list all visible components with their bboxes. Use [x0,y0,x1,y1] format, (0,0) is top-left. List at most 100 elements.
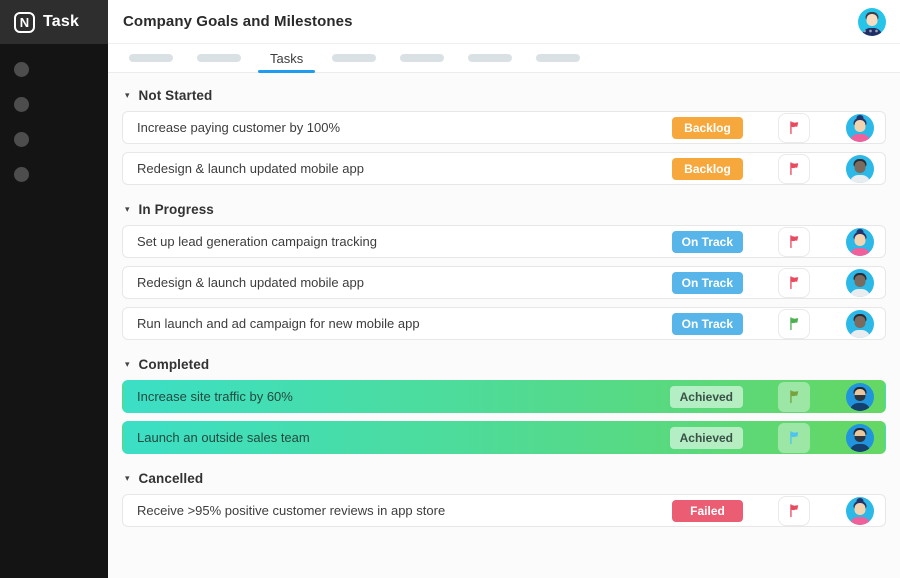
task-row[interactable]: Receive >95% positive customer reviews i… [122,494,886,527]
app-logo[interactable]: N Task [0,0,108,44]
section-title: Not Started [138,88,213,103]
tab-tasks[interactable]: Tasks [258,44,316,73]
avatar-body [849,329,871,338]
flag-button[interactable] [778,226,810,257]
task-title: Receive >95% positive customer reviews i… [137,503,446,518]
section-header-completed[interactable]: ▾ Completed [125,357,886,372]
flag-icon [789,121,798,135]
assignee-avatar[interactable] [846,154,874,183]
avatar-face [854,274,866,287]
avatar-face [854,315,866,328]
task-row[interactable]: Redesign & launch updated mobile app On … [122,266,886,299]
avatar-body [861,27,883,36]
avatar-body [849,288,871,297]
avatar-face [854,160,866,173]
flag-button[interactable] [778,308,810,339]
collapse-caret-icon: ▾ [125,473,130,483]
avatar-face [854,502,866,515]
sidebar-skeleton-item[interactable] [14,97,108,112]
avatar-body [849,247,871,256]
flag-button[interactable] [778,267,810,298]
avatar-body [849,443,871,452]
task-row[interactable]: Redesign & launch updated mobile app Bac… [122,152,886,185]
tab-skeleton[interactable] [400,54,445,62]
status-badge: Backlog [672,157,743,180]
collapse-caret-icon: ▾ [125,90,130,100]
task-row[interactable]: Increase paying customer by 100% Backlog [122,111,886,144]
task-row[interactable]: Run launch and ad campaign for new mobil… [122,307,886,340]
avatar-face [866,13,878,26]
assignee-avatar[interactable] [846,113,874,142]
task-title: Increase paying customer by 100% [137,120,341,135]
assignee-avatar[interactable] [846,309,874,338]
tab-skeleton[interactable] [536,54,581,62]
status-badge: Achieved [669,385,743,408]
task-title: Redesign & launch updated mobile app [137,161,364,176]
ntask-logo-icon: N [14,11,35,33]
flag-icon [789,276,798,290]
tab-skeleton[interactable] [332,54,377,62]
active-tab-underline [258,69,316,73]
status-badge: Achieved [669,426,743,449]
page-title: Company Goals and Milestones [123,13,353,30]
task-row[interactable]: Increase site traffic by 60% Achieved [122,380,886,413]
skeleton-avatar-circle [14,167,29,182]
tab-tasks-label: Tasks [270,50,304,66]
sidebar: N Task [0,0,108,578]
flag-button[interactable] [778,381,810,412]
skeleton-avatar-circle [14,97,29,112]
avatar-face [854,119,866,132]
collapse-caret-icon: ▾ [125,359,130,369]
task-title: Increase site traffic by 60% [137,389,293,404]
avatar-body [849,133,871,142]
section-title: Cancelled [138,471,204,486]
avatar-body [849,174,871,183]
tab-bar: Tasks [108,44,900,73]
user-avatar[interactable] [858,7,886,36]
status-badge: Backlog [672,116,743,139]
flag-icon [789,162,798,176]
section-header-not-started[interactable]: ▾ Not Started [125,88,886,103]
flag-icon [789,317,798,331]
assignee-avatar[interactable] [846,227,874,256]
section-title: In Progress [138,202,214,217]
flag-button[interactable] [778,112,810,143]
status-badge: On Track [671,230,743,253]
flag-icon [789,504,798,518]
task-title: Launch an outside sales team [137,430,310,445]
tab-skeleton[interactable] [129,54,173,62]
skeleton-avatar-circle [14,132,29,147]
flag-button[interactable] [778,153,810,184]
tab-skeleton[interactable] [468,54,513,62]
assignee-avatar[interactable] [846,496,874,525]
flag-icon [789,431,798,445]
sidebar-skeleton-item[interactable] [14,167,108,182]
section-header-cancelled[interactable]: ▾ Cancelled [125,471,886,486]
tab-skeleton[interactable] [197,54,241,62]
task-row[interactable]: Set up lead generation campaign tracking… [122,225,886,258]
sidebar-skeleton-item[interactable] [14,62,108,77]
section-header-in-progress[interactable]: ▾ In Progress [125,202,886,217]
status-badge: On Track [671,312,743,335]
collapse-caret-icon: ▾ [125,204,130,214]
assignee-avatar[interactable] [846,268,874,297]
task-title: Run launch and ad campaign for new mobil… [137,316,420,331]
sidebar-skeleton-list [0,44,108,182]
page-header: Company Goals and Milestones [108,0,900,44]
flag-button[interactable] [778,422,810,453]
skeleton-avatar-circle [14,62,29,77]
flag-icon [789,390,798,404]
flag-button[interactable] [778,495,810,526]
avatar-body [849,402,871,411]
app-logo-label: Task [43,13,80,30]
task-title: Redesign & launch updated mobile app [137,275,364,290]
assignee-avatar[interactable] [846,382,874,411]
status-badge: Failed [672,499,743,522]
status-badge: On Track [671,271,743,294]
flag-icon [789,235,798,249]
avatar-face [854,388,866,401]
task-row[interactable]: Launch an outside sales team Achieved [122,421,886,454]
sidebar-skeleton-item[interactable] [14,132,108,147]
assignee-avatar[interactable] [846,423,874,452]
